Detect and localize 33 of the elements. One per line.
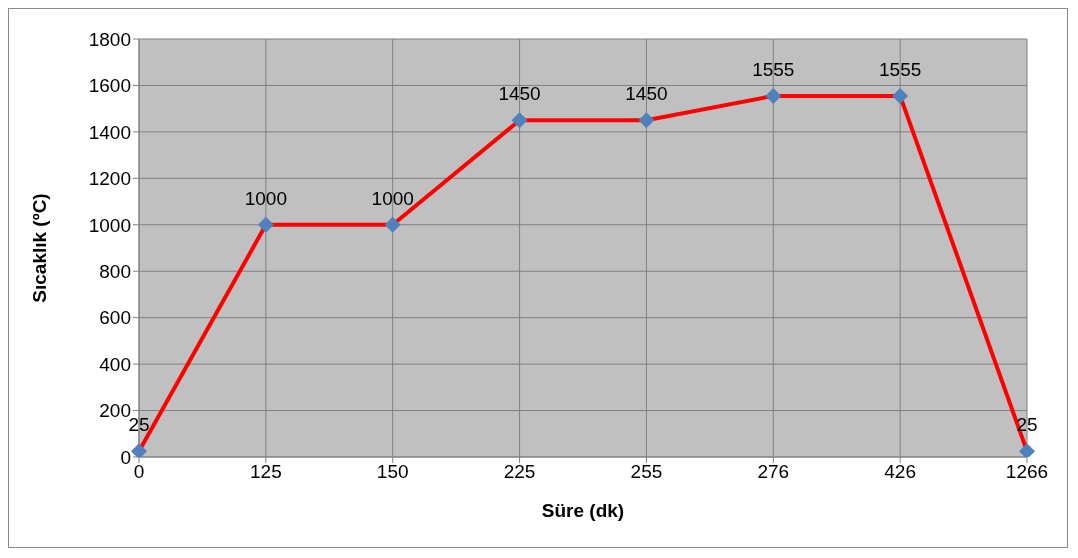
point (384, 216, 401, 233)
point (638, 112, 655, 129)
x-tick-label: 276 (757, 461, 790, 483)
y-tick-label: 1800 (88, 28, 131, 50)
x-tick-label: 0 (133, 461, 145, 483)
y-axis-title: Sıcaklık (ºC) (28, 193, 50, 303)
data-label: 1555 (879, 58, 922, 80)
y-tick-label: 400 (99, 353, 131, 375)
point (511, 112, 528, 129)
y-tick-label: 0 (120, 446, 131, 468)
point (1019, 443, 1035, 457)
y-tick-label: 1000 (88, 214, 131, 236)
y-tick-label: 800 (99, 260, 131, 282)
y-tick-label: 1200 (88, 168, 131, 190)
data-label: 1450 (625, 83, 668, 105)
x-tick-label: 426 (884, 461, 916, 483)
point (131, 443, 147, 457)
data-label: 1555 (752, 58, 795, 80)
point (765, 87, 782, 104)
point (892, 87, 909, 104)
x-tick-label: 125 (250, 461, 282, 483)
x-tick-label: 255 (630, 461, 663, 483)
x-axis-title: Süre (dk) (541, 500, 625, 521)
y-tick-label: 1600 (88, 75, 131, 97)
x-tick-label: 150 (376, 461, 409, 483)
y-tick-label: 600 (99, 307, 131, 329)
data-label: 1000 (244, 187, 287, 209)
x-tick-label: 1266 (1005, 461, 1049, 483)
y-tick-label: 1400 (88, 121, 131, 143)
data-label: 1450 (498, 83, 541, 105)
x-tick-label: 225 (503, 461, 536, 483)
point (257, 216, 274, 233)
data-label: 1000 (371, 187, 414, 209)
